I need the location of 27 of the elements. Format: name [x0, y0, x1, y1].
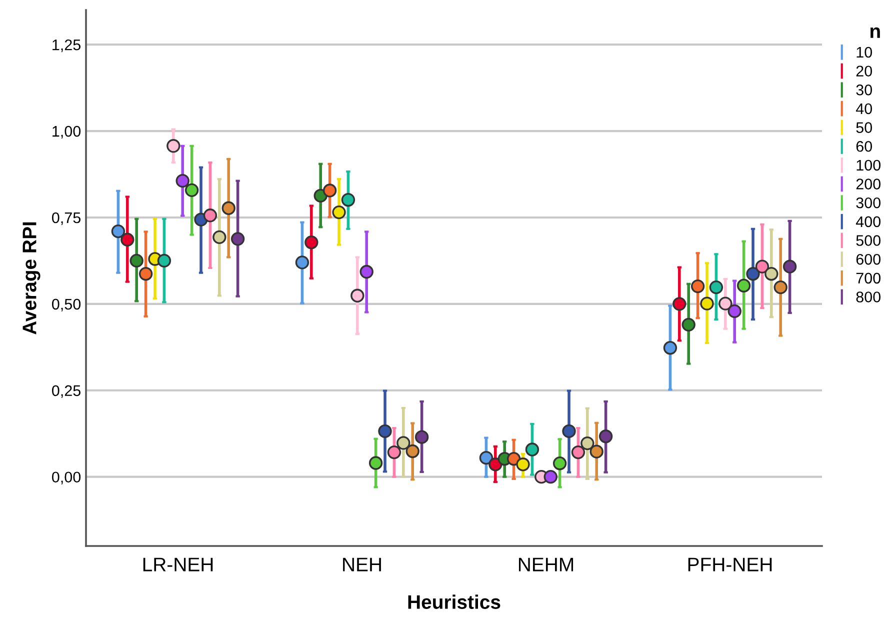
- y-tick-label: 1,00: [52, 126, 81, 139]
- x-tick-label: NEH: [343, 558, 381, 572]
- legend-label: 10: [856, 46, 872, 58]
- y-tick-label: 0,75: [52, 212, 80, 225]
- legend-label: 20: [856, 66, 872, 77]
- legend-label: 600: [856, 254, 881, 265]
- legend-title: n: [870, 27, 880, 38]
- x-tick-label: LR-NEH: [143, 558, 213, 572]
- legend-label: 50: [856, 122, 872, 133]
- y-axis-title: Average RPI: [22, 222, 40, 334]
- y-tick-label: 0,00: [52, 472, 81, 484]
- legend-label: 60: [856, 140, 872, 152]
- legend-label: 40: [856, 103, 872, 114]
- legend-label: 500: [856, 235, 881, 246]
- x-tick-label: PFH-NEH: [688, 558, 772, 572]
- legend-label: 30: [856, 84, 872, 96]
- legend-label: 200: [856, 178, 881, 190]
- x-axis-title: Heuristics: [408, 594, 500, 609]
- legend-label: 700: [856, 272, 881, 284]
- legend-label: 100: [856, 160, 881, 171]
- legend-label: 300: [856, 197, 881, 208]
- y-tick-label: 0,25: [52, 385, 80, 398]
- y-tick-label: 0,50: [52, 298, 81, 312]
- x-tick-label: NEHM: [518, 558, 574, 572]
- y-tick-label: 1,25: [52, 39, 80, 52]
- legend-label: 800: [856, 292, 881, 302]
- legend-label: 400: [856, 216, 881, 228]
